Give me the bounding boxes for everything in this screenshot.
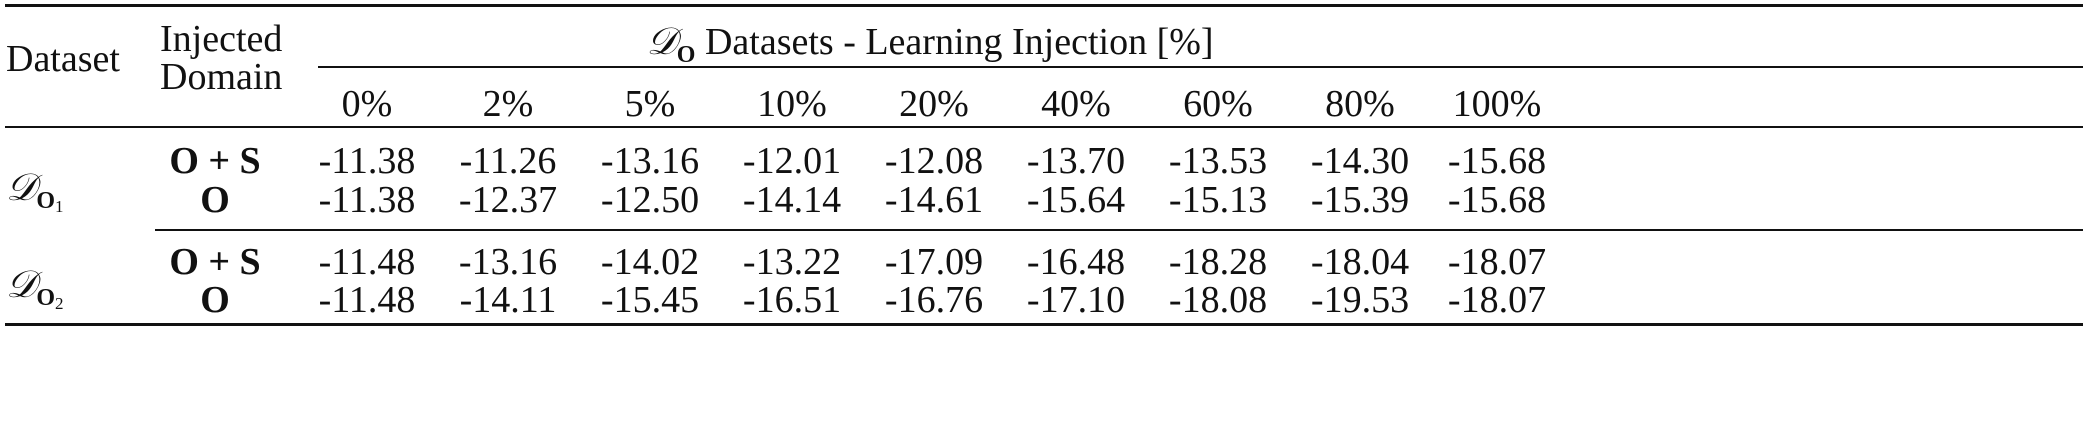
table-cell: -16.48	[1026, 241, 1126, 283]
table-cell: -12.37	[458, 179, 558, 221]
header-pct-2: 5%	[624, 83, 676, 125]
table-cell: -14.14	[742, 179, 842, 221]
table-cell: -18.07	[1447, 279, 1547, 321]
header-pct-0: 0%	[341, 83, 393, 125]
table-cell: -15.13	[1168, 179, 1268, 221]
table-cell: -11.48	[318, 279, 416, 321]
table-cell: -15.39	[1310, 179, 1410, 221]
bottom-rule	[5, 323, 2083, 326]
table-cell: -13.16	[458, 241, 558, 283]
table-cell: -15.45	[600, 279, 700, 321]
table-cell: -11.38	[318, 179, 416, 221]
header-pct-5: 40%	[1041, 83, 1111, 125]
table-cell: -15.68	[1447, 179, 1547, 221]
table-cell: -12.50	[600, 179, 700, 221]
table-cell: -15.68	[1447, 140, 1547, 182]
header-pct-1: 2%	[482, 83, 534, 125]
block-separator-rule	[155, 229, 2083, 231]
table-cell: -11.48	[318, 241, 416, 283]
table-cell: -17.09	[884, 241, 984, 283]
domain-label: O + S	[169, 140, 261, 182]
table-cell: -17.10	[1026, 279, 1126, 321]
top-rule	[5, 4, 2083, 7]
header-injected-line2: Domain	[160, 56, 283, 98]
header-pct-3: 10%	[757, 83, 827, 125]
domain-label: O	[200, 179, 230, 221]
header-pct-8: 100%	[1452, 83, 1542, 125]
table-cell: -14.11	[459, 279, 557, 321]
table-cell: -14.61	[884, 179, 984, 221]
table-cell: -18.08	[1168, 279, 1268, 321]
group-symbol: 𝒟	[646, 19, 677, 63]
dataset-label-1: 𝒟O1	[6, 165, 64, 216]
table-cell: -16.76	[884, 279, 984, 321]
dataset-label-2: 𝒟O2	[6, 262, 64, 313]
table-cell: -13.22	[742, 241, 842, 283]
header-pct-4: 20%	[899, 83, 969, 125]
header-injected-line1: Injected	[160, 18, 283, 60]
table-cell: -15.64	[1026, 179, 1126, 221]
header-dataset: Dataset	[6, 38, 120, 80]
table-cell: -16.51	[742, 279, 842, 321]
header-group-title: 𝒟O Datasets - Learning Injection [%]	[646, 19, 1214, 67]
table-cell: -11.38	[318, 140, 416, 182]
header-pct-7: 80%	[1325, 83, 1395, 125]
table-cell: -14.02	[600, 241, 700, 283]
table-cell: -18.07	[1447, 241, 1547, 283]
table-cell: -11.26	[459, 140, 557, 182]
table-cell: -18.28	[1168, 241, 1268, 283]
table-cell: -13.70	[1026, 140, 1126, 182]
group-title-text: Datasets - Learning Injection [%]	[704, 21, 1214, 63]
header-bottom-rule	[5, 126, 2083, 128]
table-cell: -12.08	[884, 140, 984, 182]
table-cell: -18.04	[1310, 241, 1410, 283]
table-cell: -12.01	[742, 140, 842, 182]
domain-label: O	[200, 279, 230, 321]
header-pct-6: 60%	[1183, 83, 1253, 125]
table-cell: -13.16	[600, 140, 700, 182]
table-cell: -14.30	[1310, 140, 1410, 182]
group-subscript: O	[676, 42, 696, 68]
domain-label: O + S	[169, 241, 261, 283]
group-header-rule	[318, 66, 2083, 68]
table-cell: -13.53	[1168, 140, 1268, 182]
table-cell: -19.53	[1310, 279, 1410, 321]
